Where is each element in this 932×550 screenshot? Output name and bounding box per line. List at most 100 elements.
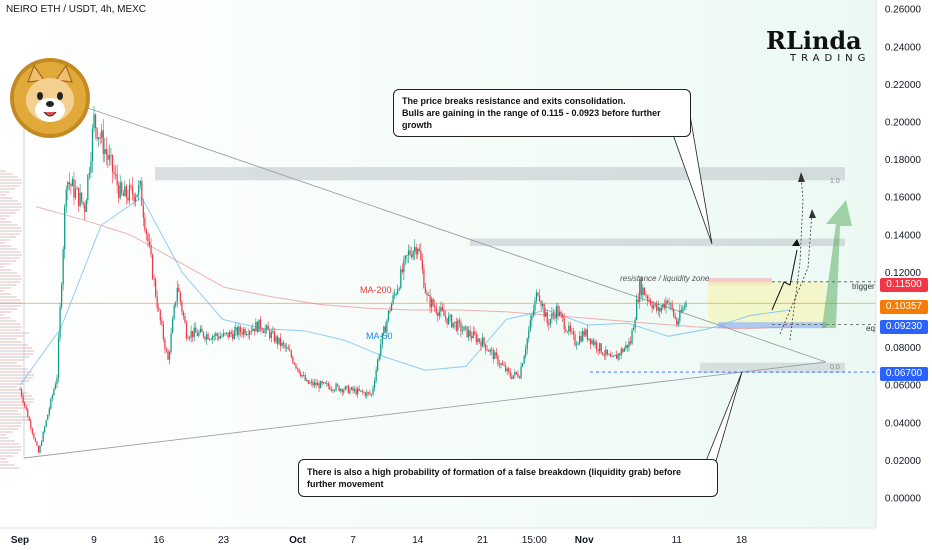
candle-body [39, 445, 41, 453]
candle-body [212, 336, 214, 340]
candle-body [367, 392, 370, 393]
candle-body [198, 332, 200, 336]
candle-body [400, 269, 402, 289]
zone-eql-band [718, 322, 826, 329]
candle-body [216, 333, 218, 337]
price-tag-trigger: 0.11500 [880, 278, 928, 292]
candle-body [181, 301, 183, 312]
candle-body [625, 344, 627, 349]
volume-profile-bar [0, 233, 21, 235]
candle-body [333, 390, 336, 391]
candle-body [434, 305, 436, 308]
candle-body [589, 338, 592, 344]
candle-body [28, 417, 30, 421]
candle-body [159, 310, 161, 321]
candle-body [267, 325, 269, 331]
candle-body [264, 328, 266, 333]
candle-body [210, 338, 212, 340]
candle-body [449, 315, 451, 317]
ma-200-label: MA-200 [360, 285, 392, 295]
candle-body [437, 312, 439, 317]
candle-body [353, 389, 356, 391]
volume-profile-bar [0, 284, 17, 286]
volume-profile-bar [0, 221, 12, 223]
candle-body [350, 387, 353, 390]
volume-profile-bar [0, 422, 22, 424]
candle-body [383, 326, 385, 334]
candle-body [412, 251, 414, 258]
callout-bottom-pointer [705, 371, 743, 462]
volume-profile-bar [0, 449, 22, 451]
candle-body [469, 330, 471, 337]
candle-body [165, 349, 168, 351]
candle-body [235, 327, 237, 331]
candle-body [575, 344, 578, 346]
volume-profile-bar [0, 299, 21, 301]
volume-profile-bar [0, 242, 5, 244]
candle-body [438, 311, 440, 317]
candle-body [195, 327, 197, 333]
candle-body [71, 179, 74, 187]
candle-body [156, 296, 158, 309]
candle-body [218, 336, 220, 339]
candle-body [213, 335, 215, 337]
logo-sub-text: TRADING [790, 53, 871, 64]
candle-body [344, 386, 346, 391]
candle-body [20, 389, 23, 397]
candle-body [147, 233, 149, 242]
ma-50-label: MA-50 [366, 331, 393, 341]
candle-body [221, 336, 223, 338]
candle-body [680, 310, 682, 312]
candle-body [301, 375, 303, 377]
candle-body [340, 389, 342, 391]
candle-body [577, 343, 579, 345]
candle-body [73, 179, 75, 198]
candle-body [566, 331, 568, 333]
candle-body [572, 331, 575, 335]
candle-body [247, 334, 249, 335]
candle-body [395, 293, 397, 295]
candle-body [164, 339, 166, 350]
annotation-breakout: The price breaks resistance and exits co… [393, 89, 691, 137]
volume-profile-bar [0, 359, 24, 361]
candle-body [534, 300, 536, 311]
volume-profile-bar [0, 362, 18, 364]
candle-body [241, 332, 243, 335]
volume-profile-bar [0, 185, 20, 187]
candle-body [366, 392, 368, 396]
candle-body [623, 348, 625, 352]
candle-body [145, 229, 148, 234]
candle-body [142, 205, 144, 218]
candle-body [511, 376, 513, 379]
candle-body [506, 368, 508, 372]
candle-body [407, 250, 410, 256]
candle-body [372, 387, 374, 395]
candle-body [418, 248, 420, 251]
candle-body [662, 303, 664, 308]
price-tag-eql: 0.09230 [880, 320, 928, 334]
candle-body [409, 250, 411, 255]
volume-profile-bar [0, 224, 18, 226]
candle-body [515, 372, 518, 374]
brand-logo: RLinda TRADING [760, 26, 865, 72]
volume-profile-bar [0, 275, 21, 277]
candle-body [57, 337, 60, 378]
candle-body [170, 332, 172, 352]
candle-body [417, 248, 419, 255]
candle-body [554, 314, 556, 319]
candle-body [549, 318, 551, 325]
candle-body [501, 363, 504, 365]
candle-body [471, 336, 473, 339]
candle-body [144, 217, 146, 230]
candle-body [315, 382, 317, 386]
candle-body [99, 137, 101, 139]
volume-profile-bar [0, 200, 18, 202]
candle-body [565, 329, 567, 332]
volume-profile-bar [0, 452, 19, 454]
candle-body [585, 329, 587, 336]
candle-body [306, 380, 308, 381]
volume-profile-bar [0, 314, 5, 316]
candle-body [557, 306, 559, 316]
